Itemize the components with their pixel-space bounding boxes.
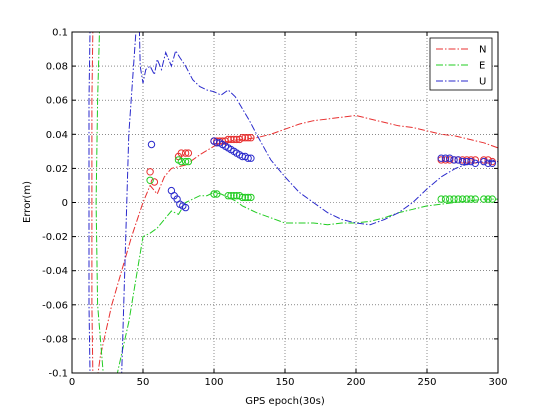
series-line — [88, 32, 498, 373]
series-marker — [480, 157, 488, 166]
series-marker — [247, 154, 255, 162]
series-marker — [463, 157, 471, 166]
y-tick-label: 0.06 — [46, 96, 68, 107]
series-marker — [230, 135, 238, 144]
series-marker — [484, 195, 492, 203]
series-marker — [458, 157, 467, 166]
series-marker — [441, 195, 450, 203]
series-marker — [224, 135, 232, 144]
y-tick-label: -0.08 — [42, 334, 68, 345]
x-tick-label: 200 — [346, 377, 365, 388]
series-marker — [471, 195, 479, 203]
series-marker — [446, 154, 454, 162]
legend-item-E: E — [436, 61, 485, 72]
series-marker — [446, 195, 454, 203]
series-marker — [241, 193, 249, 202]
series-marker — [484, 159, 492, 168]
series-marker — [441, 154, 450, 162]
series-marker — [437, 154, 445, 162]
series-marker — [227, 192, 235, 200]
series-marker — [150, 178, 159, 186]
y-tick-label: -0.02 — [42, 232, 68, 243]
series-marker — [247, 134, 255, 142]
series-U — [88, 32, 498, 373]
x-tick-label: 50 — [137, 377, 150, 388]
series-marker — [244, 193, 252, 202]
x-axis-label: GPS epoch(30s) — [245, 396, 325, 407]
series-marker — [146, 168, 154, 176]
series-marker — [177, 149, 186, 157]
series-marker — [177, 157, 186, 166]
series-marker — [480, 195, 488, 203]
y-tick-label: 0.1 — [52, 28, 68, 39]
series-marker — [454, 195, 462, 203]
series-marker — [437, 195, 445, 203]
series-marker — [147, 140, 156, 149]
series-marker — [471, 156, 479, 164]
legend-item-U: U — [436, 77, 486, 88]
series-marker — [458, 195, 467, 203]
ticks: 0 50 100 150 200 250 300 -0.1 -0.08 -0.06 -0.04 -0.… — [42, 28, 507, 389]
series-marker — [488, 159, 496, 168]
series-marker — [184, 157, 193, 166]
y-tick-label: -0.06 — [42, 300, 68, 311]
series-marker — [227, 135, 235, 144]
series-marker — [146, 176, 154, 185]
x-tick-label: 250 — [417, 377, 436, 388]
series-marker — [213, 190, 221, 198]
y-axis-label: Error(m) — [22, 181, 33, 223]
series-marker — [454, 156, 462, 164]
legend-label: E — [479, 61, 485, 72]
legend-label: N — [479, 45, 486, 56]
x-tick-label: 300 — [488, 377, 507, 388]
y-tick-label: -0.1 — [48, 369, 68, 380]
series-marker — [238, 134, 247, 142]
series-line — [91, 32, 498, 373]
series-E — [95, 32, 498, 373]
series-marker — [181, 203, 190, 212]
y-tick-label: 0.02 — [46, 164, 68, 175]
y-tick-label: 0 — [62, 198, 68, 209]
legend: NEU — [429, 37, 493, 91]
series-marker — [450, 195, 458, 203]
grid — [72, 32, 498, 373]
series-marker — [471, 159, 479, 168]
y-tick-label: 0.04 — [46, 130, 68, 141]
series-marker — [244, 134, 252, 142]
data-layer — [88, 32, 498, 373]
series-marker — [463, 195, 471, 203]
series-line — [95, 32, 498, 373]
y-tick-label: -0.04 — [42, 266, 68, 277]
series-marker — [488, 195, 496, 203]
series-marker — [230, 192, 238, 200]
series-marker — [238, 193, 247, 202]
series-marker — [467, 195, 475, 203]
series-marker — [247, 193, 255, 202]
series-marker — [181, 157, 190, 166]
series-marker — [450, 156, 458, 164]
series-marker — [467, 157, 475, 166]
x-tick-label: 100 — [204, 377, 223, 388]
legend-label: U — [479, 77, 486, 88]
series-marker — [210, 190, 218, 198]
legend-item-N: N — [436, 45, 486, 56]
x-tick-label: 150 — [275, 377, 294, 388]
series-marker — [181, 149, 190, 157]
series-marker — [241, 134, 249, 142]
series-marker — [224, 192, 232, 200]
x-tick-label: 0 — [69, 377, 75, 388]
series-marker — [244, 154, 252, 162]
y-tick-label: 0.08 — [46, 62, 68, 73]
series-marker — [184, 149, 193, 157]
